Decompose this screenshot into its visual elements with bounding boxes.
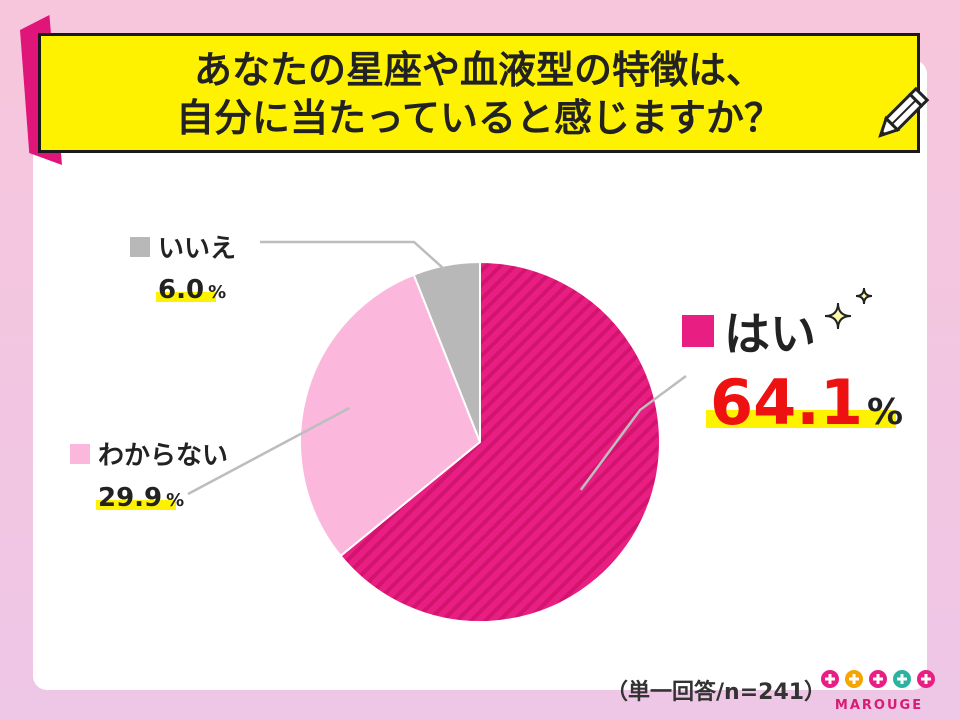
value-highlight-0: [706, 410, 896, 428]
title-banner: あなたの星座や血液型の特徴は、 自分に当たっていると感じますか？: [38, 33, 920, 153]
sample-note: （単一回答/n=241）: [606, 680, 827, 705]
pie-slice-0: [339, 260, 661, 623]
pie-slice-1: [299, 273, 482, 558]
slice-value-1: 29.9%: [98, 483, 184, 513]
title-line-2: 自分に当たっていると感じますか？: [175, 96, 783, 140]
sparkle-small-icon: [855, 287, 873, 305]
logo-text: MAROUGE: [834, 698, 924, 713]
slice-value-0: 64.1%: [710, 366, 903, 439]
leader-line-1: [187, 406, 350, 496]
slice-label-2: いいえ: [158, 234, 236, 264]
legend-swatch-2: [130, 237, 150, 257]
value-highlight-2: [156, 292, 216, 302]
sparkle-icon: [824, 302, 852, 330]
leader-line-0: [579, 374, 687, 491]
leader-line-2: [260, 240, 446, 271]
title-line-1: あなたの星座や血液型の特徴は、: [193, 48, 764, 92]
pencil-icon: [878, 86, 930, 138]
slice-label-1: わからない: [98, 441, 228, 471]
legend-swatch-1: [70, 444, 90, 464]
legend-swatch-0: [682, 315, 714, 347]
value-highlight-1: [96, 500, 176, 510]
marouge-logo: [821, 670, 935, 688]
page-title: あなたの星座や血液型の特徴は、 自分に当たっていると感じますか？: [41, 46, 917, 142]
slice-label-0: はい: [724, 307, 816, 361]
pie-slice-2: [412, 260, 481, 443]
slice-value-2: 6.0%: [158, 275, 226, 305]
